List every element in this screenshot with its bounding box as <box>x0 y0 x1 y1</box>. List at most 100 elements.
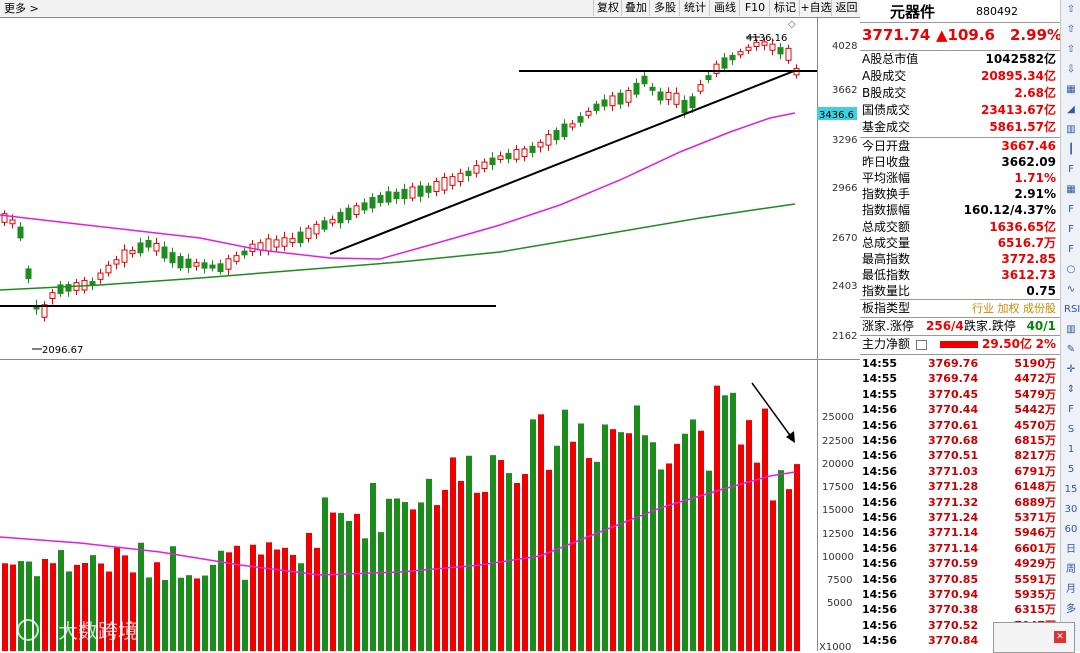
tick-price: 3770.68 <box>928 434 979 447</box>
arrows-icon[interactable]: ⇕ <box>1066 384 1076 395</box>
candles-icon[interactable]: ┃ <box>1067 144 1075 155</box>
arrow-down-icon[interactable]: ⇩ <box>1066 64 1076 75</box>
volume-ma-line <box>0 471 796 576</box>
candle-body <box>641 75 648 85</box>
candlestick-chart[interactable]: 4028 3662 3296 2966 2670 2403 2162 3436.… <box>0 17 860 651</box>
s-icon[interactable]: S <box>1067 424 1075 435</box>
tick-time: 14:56 <box>862 418 898 432</box>
tick-price: 3770.85 <box>928 572 979 586</box>
candle-body <box>273 239 280 248</box>
volume-bar <box>114 546 120 651</box>
overlay-button[interactable]: 叠加 <box>621 0 650 16</box>
tick-row[interactable]: 14:56 3770.38 6315万 <box>860 602 1060 617</box>
down-arrow-line <box>751 382 793 439</box>
board-type-value[interactable]: 行业 加权 成份股 <box>972 302 1056 315</box>
tick-row[interactable]: 14:56 3771.03 6791万 <box>860 464 1060 479</box>
trend-line[interactable] <box>329 70 795 255</box>
tick-row[interactable]: 14:56 3770.61 4570万 <box>860 418 1060 433</box>
tick-row[interactable]: 14:56 3770.59 4929万 <box>860 556 1060 571</box>
f-icon[interactable]: F <box>1068 404 1074 415</box>
tick-volume: 6601万 <box>1014 541 1056 555</box>
main-flow-toggle-icon[interactable] <box>916 340 927 350</box>
volume-bar <box>98 563 104 651</box>
circle-icon[interactable]: ○ <box>1066 264 1076 275</box>
chart-settings-icon[interactable]: ◇ <box>788 19 796 30</box>
f-icon[interactable]: F <box>1068 164 1074 175</box>
stat-label: A股成交 <box>862 69 907 83</box>
tick-row[interactable]: 14:55 3770.45 5479万 <box>860 387 1060 402</box>
--icon[interactable]: 月 <box>1066 584 1076 595</box>
add-favorite-button[interactable]: +自选 <box>799 0 832 16</box>
15-icon[interactable]: 15 <box>1064 484 1078 495</box>
bars-icon[interactable]: ▥ <box>1066 324 1076 335</box>
bars-icon[interactable]: ▥ <box>1066 124 1076 135</box>
stat-label: 昨日收盘 <box>862 155 911 170</box>
tick-row[interactable]: 14:56 3771.24 5371万 <box>860 510 1060 525</box>
mark-button[interactable]: 标记 <box>769 0 800 16</box>
--icon[interactable]: 日 <box>1066 544 1076 555</box>
volume-bar <box>266 542 272 651</box>
arrow-up-icon[interactable]: ⇧ <box>1066 4 1076 15</box>
grid-icon[interactable]: ▦ <box>1066 84 1076 95</box>
tick-row[interactable]: 14:56 3770.68 6815万 <box>860 433 1060 448</box>
stat-label: 指数振幅 <box>862 203 911 218</box>
--icon[interactable]: 周 <box>1066 564 1076 575</box>
f-icon[interactable]: F <box>1068 204 1074 215</box>
tick-row[interactable]: 14:56 3770.85 5591万 <box>860 572 1060 587</box>
volume-bar <box>50 563 56 651</box>
f10-button[interactable]: F10 <box>739 0 770 16</box>
tick-row[interactable]: 14:55 3769.74 4472万 <box>860 371 1060 386</box>
volume-bar <box>434 505 440 651</box>
back-button[interactable]: 返回 <box>831 0 861 16</box>
stats-button[interactable]: 统计 <box>679 0 710 16</box>
tick-row[interactable]: 14:56 3771.14 5946万 <box>860 525 1060 540</box>
chart-icon[interactable]: ◢ <box>1067 104 1075 115</box>
volume-bar <box>218 550 224 651</box>
5-icon[interactable]: 5 <box>1067 464 1075 475</box>
1-icon[interactable]: 1 <box>1067 444 1075 455</box>
candle-body <box>553 130 560 141</box>
30-icon[interactable]: 30 <box>1064 504 1078 515</box>
fuquan-button[interactable]: 复权 <box>593 0 622 16</box>
stat-value: 1042582亿 <box>985 52 1056 66</box>
rsi-icon[interactable]: RSI <box>1064 304 1080 315</box>
volume-bar <box>234 545 240 651</box>
down-arrow-head <box>786 431 795 443</box>
multi-stock-button[interactable]: 多股 <box>649 0 680 16</box>
arrow-up-icon[interactable]: ⇧ <box>1066 44 1076 55</box>
main-flow-value: 29.50亿 <box>982 337 1032 351</box>
tick-row[interactable]: 14:55 3769.76 5190万 <box>860 356 1060 371</box>
volume-bar <box>602 424 608 651</box>
tick-time: 14:55 <box>862 387 898 401</box>
more-menu[interactable]: 更多 > <box>4 2 39 15</box>
tick-row[interactable]: 14:56 3770.44 5442万 <box>860 402 1060 417</box>
volume-bar <box>754 462 760 651</box>
arrow-up-icon[interactable]: ⇧ <box>1066 24 1076 35</box>
tick-price: 3770.84 <box>928 634 979 648</box>
pencil-icon[interactable]: ✎ <box>1066 344 1076 355</box>
candle-body <box>25 268 32 280</box>
candle-body <box>697 84 704 92</box>
tick-price: 3771.32 <box>928 495 979 509</box>
--icon[interactable]: 多 <box>1066 604 1076 615</box>
tick-row[interactable]: 14:56 3771.28 6148万 <box>860 479 1060 494</box>
volume-bar <box>282 547 288 651</box>
close-icon[interactable]: ✕ <box>1054 631 1066 643</box>
f-icon[interactable]: F <box>1068 224 1074 235</box>
tick-time: 14:56 <box>862 588 898 601</box>
f-icon[interactable]: F <box>1068 244 1074 255</box>
candle-body <box>321 220 328 230</box>
grid-icon[interactable]: ▦ <box>1066 184 1076 195</box>
cross-icon[interactable]: ✛ <box>1066 364 1076 375</box>
wave-icon[interactable]: ∿ <box>1066 284 1076 295</box>
tick-row[interactable]: 14:56 3770.51 8217万 <box>860 448 1060 463</box>
candle-body <box>297 231 304 244</box>
volume-bar <box>338 513 344 651</box>
tick-row[interactable]: 14:56 3771.14 6601万 <box>860 541 1060 556</box>
draw-line-button[interactable]: 画线 <box>709 0 740 16</box>
tick-row[interactable]: 14:56 3770.94 5935万 <box>860 587 1060 602</box>
candle-body <box>609 95 616 107</box>
tick-row[interactable]: 14:56 3771.32 6889万 <box>860 495 1060 510</box>
candle-body <box>177 256 184 269</box>
60-icon[interactable]: 60 <box>1064 524 1078 535</box>
